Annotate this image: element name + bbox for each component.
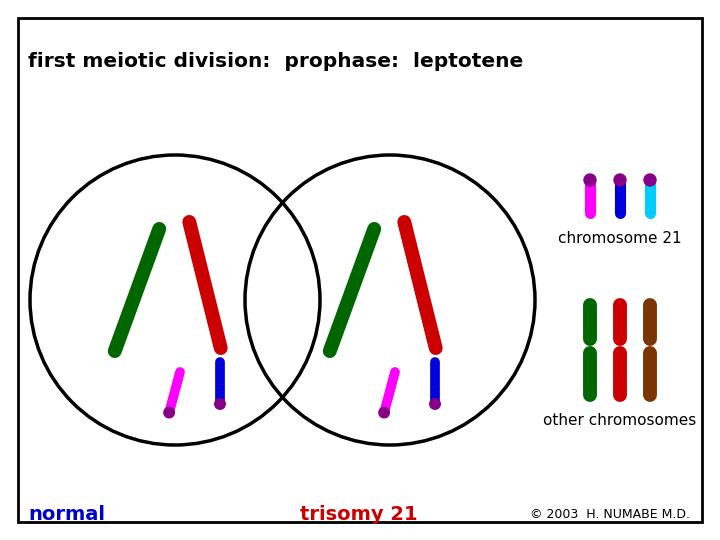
Text: trisomy 21: trisomy 21 [300,505,418,524]
Text: first meiotic division:  prophase:  leptotene: first meiotic division: prophase: leptot… [28,52,523,71]
Circle shape [644,174,656,186]
Circle shape [584,174,596,186]
Circle shape [215,399,225,409]
Circle shape [430,399,440,409]
Text: other chromosomes: other chromosomes [544,413,697,428]
Circle shape [164,407,174,418]
Text: © 2003  H. NUMABE M.D.: © 2003 H. NUMABE M.D. [530,509,690,522]
Circle shape [379,407,390,418]
Text: chromosome 21: chromosome 21 [558,231,682,246]
Text: normal: normal [28,505,105,524]
Circle shape [614,174,626,186]
